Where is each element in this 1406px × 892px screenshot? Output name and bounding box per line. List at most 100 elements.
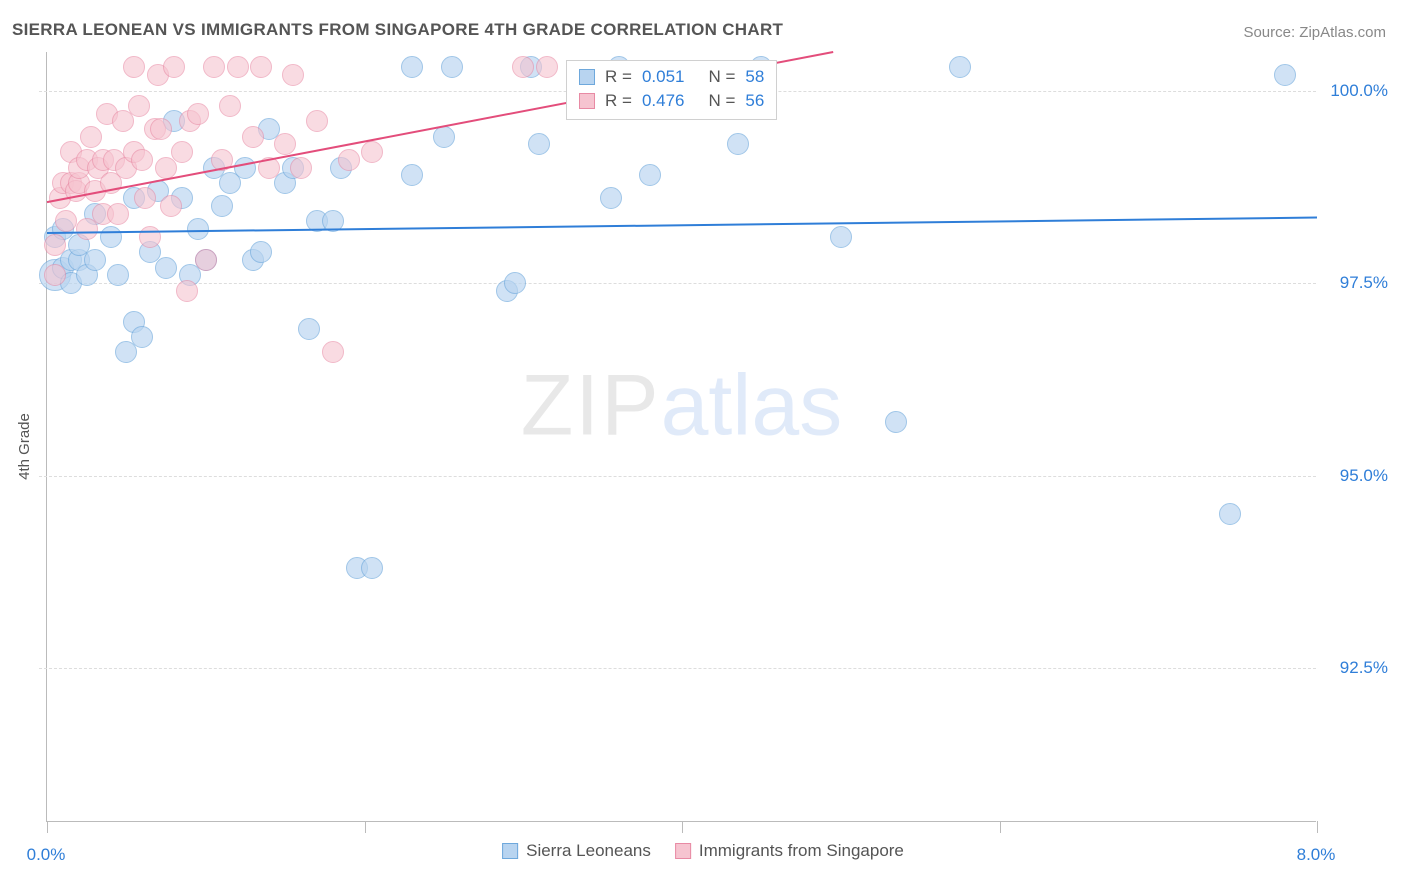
data-point bbox=[219, 95, 241, 117]
data-point bbox=[203, 56, 225, 78]
legend-r-value: 0.476 bbox=[642, 91, 685, 111]
x-tick bbox=[47, 821, 48, 833]
stats-legend-row: R = 0.476 N = 56 bbox=[579, 89, 764, 113]
stats-legend: R =0.051N =58R =0.476N =56 bbox=[566, 60, 777, 120]
data-point bbox=[242, 126, 264, 148]
x-tick bbox=[1000, 821, 1001, 833]
watermark: ZIPatlas bbox=[521, 356, 842, 455]
series-legend-label: Immigrants from Singapore bbox=[699, 841, 904, 861]
data-point bbox=[401, 56, 423, 78]
trend-line bbox=[47, 218, 1317, 233]
data-point bbox=[949, 56, 971, 78]
data-point bbox=[131, 326, 153, 348]
data-point bbox=[80, 126, 102, 148]
data-point bbox=[401, 164, 423, 186]
series-legend-item: Sierra Leoneans bbox=[502, 841, 651, 861]
data-point bbox=[134, 187, 156, 209]
data-point bbox=[282, 64, 304, 86]
legend-swatch bbox=[675, 843, 691, 859]
data-point bbox=[322, 210, 344, 232]
data-point bbox=[187, 218, 209, 240]
data-point bbox=[361, 557, 383, 579]
gridline-y bbox=[39, 668, 1316, 669]
data-point bbox=[211, 149, 233, 171]
data-point bbox=[1274, 64, 1296, 86]
plot-area: ZIPatlas 92.5%95.0%97.5%100.0% bbox=[46, 52, 1316, 822]
data-point bbox=[600, 187, 622, 209]
stats-legend-row: R =0.051N =58 bbox=[579, 65, 764, 89]
x-tick bbox=[1317, 821, 1318, 833]
data-point bbox=[176, 280, 198, 302]
data-point bbox=[361, 141, 383, 163]
data-point bbox=[298, 318, 320, 340]
series-legend-label: Sierra Leoneans bbox=[526, 841, 651, 861]
legend-r-label: R = bbox=[605, 91, 632, 111]
data-point bbox=[536, 56, 558, 78]
legend-r-value: 0.051 bbox=[642, 67, 685, 87]
data-point bbox=[131, 149, 153, 171]
data-point bbox=[258, 157, 280, 179]
data-point bbox=[250, 241, 272, 263]
legend-swatch bbox=[579, 93, 595, 109]
y-tick-label: 95.0% bbox=[1324, 466, 1388, 486]
gridline-y bbox=[39, 476, 1316, 477]
series-legend-item: Immigrants from Singapore bbox=[675, 841, 904, 861]
watermark-a: ZIP bbox=[521, 357, 661, 453]
data-point bbox=[528, 133, 550, 155]
x-tick-label: 0.0% bbox=[27, 845, 66, 865]
data-point bbox=[123, 56, 145, 78]
data-point bbox=[195, 249, 217, 271]
data-point bbox=[155, 257, 177, 279]
x-tick bbox=[365, 821, 366, 833]
legend-swatch bbox=[502, 843, 518, 859]
data-point bbox=[100, 226, 122, 248]
data-point bbox=[171, 141, 193, 163]
data-point bbox=[150, 118, 172, 140]
legend-n-value: 56 bbox=[745, 91, 764, 111]
data-point bbox=[44, 264, 66, 286]
legend-n-label: N = bbox=[708, 67, 735, 87]
legend-r-label: R = bbox=[605, 67, 632, 87]
y-axis-label: 4th Grade bbox=[16, 413, 33, 480]
legend-n-label: N = bbox=[708, 91, 735, 111]
data-point bbox=[187, 103, 209, 125]
data-point bbox=[830, 226, 852, 248]
watermark-b: atlas bbox=[661, 357, 843, 453]
y-tick-label: 100.0% bbox=[1324, 81, 1388, 101]
data-point bbox=[338, 149, 360, 171]
data-point bbox=[107, 203, 129, 225]
x-tick-label: 8.0% bbox=[1297, 845, 1336, 865]
source-attribution: Source: ZipAtlas.com bbox=[1243, 24, 1386, 41]
chart-container: SIERRA LEONEAN VS IMMIGRANTS FROM SINGAP… bbox=[0, 0, 1406, 892]
data-point bbox=[274, 133, 296, 155]
data-point bbox=[885, 411, 907, 433]
data-point bbox=[128, 95, 150, 117]
data-point bbox=[163, 56, 185, 78]
x-tick bbox=[682, 821, 683, 833]
data-point bbox=[139, 226, 161, 248]
data-point bbox=[227, 56, 249, 78]
data-point bbox=[322, 341, 344, 363]
data-point bbox=[84, 249, 106, 271]
data-point bbox=[160, 195, 182, 217]
data-point bbox=[250, 56, 272, 78]
data-point bbox=[512, 56, 534, 78]
data-point bbox=[504, 272, 526, 294]
data-point bbox=[44, 234, 66, 256]
data-point bbox=[441, 56, 463, 78]
data-point bbox=[55, 210, 77, 232]
data-point bbox=[107, 264, 129, 286]
series-legend: Sierra Leoneans Immigrants from Singapore bbox=[502, 841, 904, 861]
data-point bbox=[290, 157, 312, 179]
data-point bbox=[306, 110, 328, 132]
y-tick-label: 97.5% bbox=[1324, 273, 1388, 293]
y-tick-label: 92.5% bbox=[1324, 658, 1388, 678]
data-point bbox=[727, 133, 749, 155]
gridline-y bbox=[39, 283, 1316, 284]
y-axis-label-wrap: 4th Grade bbox=[12, 0, 36, 892]
data-point bbox=[639, 164, 661, 186]
data-point bbox=[211, 195, 233, 217]
data-point bbox=[1219, 503, 1241, 525]
legend-swatch bbox=[579, 69, 595, 85]
chart-title: SIERRA LEONEAN VS IMMIGRANTS FROM SINGAP… bbox=[12, 20, 783, 40]
